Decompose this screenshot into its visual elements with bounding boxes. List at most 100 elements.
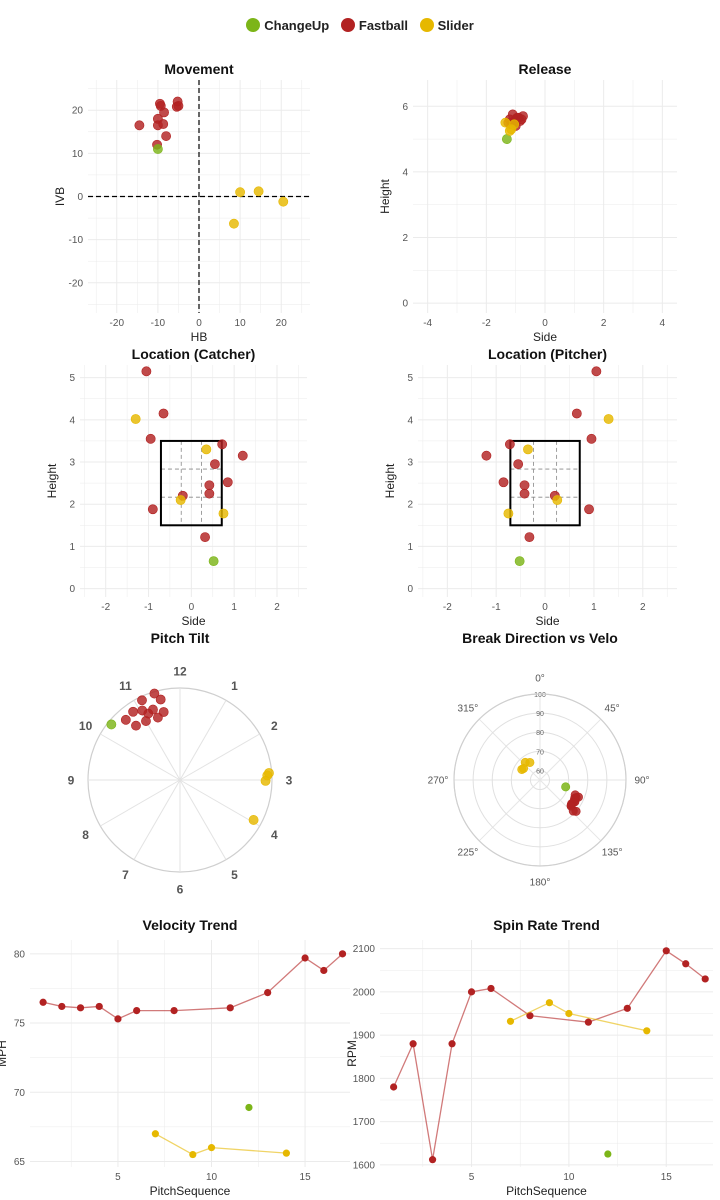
data-point-changeup xyxy=(245,1103,253,1112)
x-tick-label: 1 xyxy=(231,602,237,613)
y-tick-label: 10 xyxy=(72,149,84,160)
x-tick-label: 10 xyxy=(235,318,247,329)
data-point-fastball xyxy=(131,720,141,731)
polar-ring-label: 90 xyxy=(536,711,544,718)
y-tick-label: 20 xyxy=(72,106,84,117)
series-fastball xyxy=(141,366,248,543)
series-changeup xyxy=(152,144,163,154)
data-point-fastball xyxy=(662,947,670,955)
clock-label: 7 xyxy=(122,868,129,882)
chart-spin-rate-trend: Spin Rate Trend 5 10 15 1600 1700 1800 1900 2000… xyxy=(345,917,713,1198)
data-point-slider xyxy=(565,1009,573,1018)
data-point-slider xyxy=(260,775,271,786)
chart-break-direction-vs-velo: Break Direction vs Velo 60 70 80 90 100 0° 45° 9… xyxy=(428,630,650,889)
series-fastball xyxy=(39,950,347,1023)
clock-label: 12 xyxy=(173,665,187,679)
clock-spoke xyxy=(100,779,181,827)
data-point-slider xyxy=(278,196,289,207)
x-tick-label: 0 xyxy=(542,602,548,613)
data-point-slider xyxy=(519,763,529,773)
data-point-changeup xyxy=(561,782,571,792)
data-point-fastball xyxy=(448,1040,456,1048)
data-point-slider xyxy=(218,508,229,519)
polar-ring-label: 60 xyxy=(536,768,544,775)
data-point-fastball xyxy=(264,988,272,997)
series-changeup xyxy=(561,782,571,792)
y-axis-label: Height xyxy=(383,463,397,498)
data-point-fastball xyxy=(409,1040,417,1048)
y-tick-label: 2 xyxy=(407,500,413,511)
gridlines xyxy=(30,940,350,1167)
series-slider xyxy=(229,186,289,229)
y-tick-label: 2000 xyxy=(353,987,376,998)
clock-spoke xyxy=(100,733,181,781)
y-tick-label: 5 xyxy=(407,373,413,384)
clock-label: 4 xyxy=(271,828,278,842)
chart-title: Movement xyxy=(164,61,234,77)
x-tick-label: 2 xyxy=(274,602,280,613)
clock-label: 11 xyxy=(119,679,132,693)
series-line-fastball xyxy=(42,953,343,1020)
chart-title: Spin Rate Trend xyxy=(493,917,600,933)
data-point-fastball xyxy=(571,408,582,419)
data-point-slider xyxy=(130,414,141,424)
data-point-fastball xyxy=(568,806,578,816)
data-point-fastball xyxy=(217,439,228,450)
series-changeup xyxy=(514,556,525,567)
chart-location-pitcher: Location (Pitcher) -2 -1 0 1 2 0 1 2 3 4 5 Side Heigh… xyxy=(383,346,677,628)
clock-label: 2 xyxy=(271,719,278,733)
polar-ring xyxy=(510,750,570,810)
data-point-fastball xyxy=(161,131,172,141)
y-tick-label: 3 xyxy=(69,458,75,469)
data-point-fastball xyxy=(204,480,215,491)
data-point-fastball xyxy=(145,433,156,444)
x-axis-label: HB xyxy=(191,330,208,344)
data-point-fastball xyxy=(481,450,492,461)
series-changeup xyxy=(604,1150,612,1158)
data-point-fastball xyxy=(141,716,151,726)
data-point-slider xyxy=(523,444,533,455)
clock-spoke xyxy=(179,733,260,781)
x-tick-label: 15 xyxy=(661,1172,673,1183)
x-tick-label: 0 xyxy=(196,318,202,329)
chart-title: Location (Pitcher) xyxy=(488,346,607,362)
series-line-slider xyxy=(155,1133,287,1156)
data-point-fastball xyxy=(682,960,690,968)
data-point-fastball xyxy=(467,988,476,996)
y-tick-label: 0 xyxy=(77,192,83,203)
polar-spoke xyxy=(539,718,602,781)
gridlines xyxy=(413,80,677,313)
series-fastball xyxy=(390,947,709,1164)
y-tick-label: 0 xyxy=(69,584,75,595)
data-point-fastball xyxy=(152,712,163,723)
data-point-slider xyxy=(248,815,259,825)
y-tick-label: 75 xyxy=(14,1019,26,1030)
data-point-fastball xyxy=(170,1006,178,1015)
data-point-changeup xyxy=(106,719,117,730)
data-point-fastball xyxy=(171,101,182,112)
data-point-fastball xyxy=(158,408,169,419)
data-point-fastball xyxy=(95,1002,103,1011)
data-point-fastball xyxy=(141,366,152,377)
x-tick-label: -2 xyxy=(482,318,491,329)
series-slider xyxy=(248,768,274,825)
data-point-slider xyxy=(175,495,186,505)
polar-spoke xyxy=(478,718,541,781)
gridlines xyxy=(418,365,677,597)
polar-angle-label: 90° xyxy=(634,776,649,787)
x-tick-label: -20 xyxy=(110,318,125,329)
data-point-changeup xyxy=(208,556,219,567)
series-changeup xyxy=(106,719,117,730)
data-point-fastball xyxy=(159,107,169,118)
clock-label: 5 xyxy=(231,868,238,882)
y-tick-label: 1900 xyxy=(353,1031,376,1042)
polar-ring-label: 100 xyxy=(534,692,546,699)
polar-angle-label: 0° xyxy=(535,674,545,685)
series-fastball xyxy=(566,790,583,816)
data-point-fastball xyxy=(39,998,47,1006)
data-point-fastball xyxy=(76,1004,85,1012)
x-axis-label: Side xyxy=(535,614,559,628)
x-tick-label: -1 xyxy=(492,602,501,613)
data-point-fastball xyxy=(200,532,210,543)
data-point-fastball xyxy=(524,532,535,543)
